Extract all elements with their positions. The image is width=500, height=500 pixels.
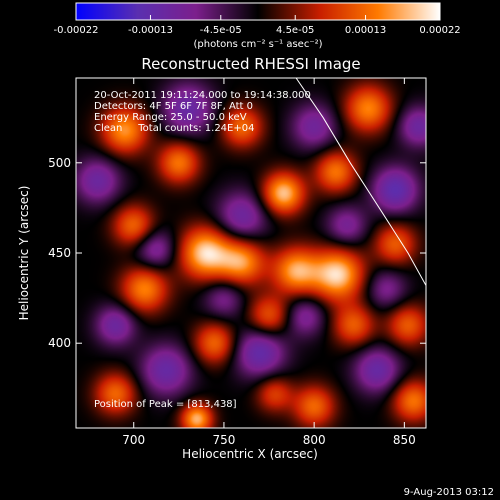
detectors-text: Detectors: 4F 5F 6F 7F 8F, Att 0 xyxy=(94,101,253,112)
colorbar-unit-label: (photons cm⁻² s⁻¹ asec⁻²) xyxy=(193,39,322,50)
plot-area: 700 750 800 850 400 450 500 xyxy=(48,77,427,447)
solar-limb-arc xyxy=(295,78,426,286)
colorbar-tick-label: 0.00013 xyxy=(345,25,386,36)
clean-counts-text: Clean Total counts: 1.24E+04 xyxy=(94,123,254,134)
heatmap-image xyxy=(76,78,426,428)
chart-title: Reconstructed RHESSI Image xyxy=(141,55,360,73)
y-axis-label: Heliocentric Y (arcsec) xyxy=(17,186,31,321)
colorbar-gradient xyxy=(75,2,441,21)
time-range-text: 20-Oct-2011 19:11:24.000 to 19:14:38.000 xyxy=(94,90,311,101)
peak-position-text: Position of Peak = [813,438] xyxy=(94,399,237,410)
observation-info: 20-Oct-2011 19:11:24.000 to 19:14:38.000… xyxy=(94,90,311,410)
colorbar-tick-label: 4.5e-05 xyxy=(276,25,314,36)
y-axis-ticks: 400 450 500 xyxy=(48,156,426,350)
x-tick-label: 750 xyxy=(212,433,235,447)
colorbar-tick-label: -0.00013 xyxy=(128,25,173,36)
generation-timestamp: 9-Aug-2013 03:12 xyxy=(404,487,494,498)
x-axis-ticks: 700 750 800 850 xyxy=(122,78,416,447)
x-tick-label: 800 xyxy=(303,433,326,447)
x-tick-label: 700 xyxy=(122,433,145,447)
colorbar-tick-label: -4.5e-05 xyxy=(200,25,242,36)
x-axis-label: Heliocentric X (arcsec) xyxy=(182,447,318,461)
energy-range-text: Energy Range: 25.0 - 50.0 keV xyxy=(94,112,247,123)
y-tick-label: 400 xyxy=(48,336,71,350)
x-tick-label: 850 xyxy=(393,433,416,447)
colorbar-tick-label: -0.00022 xyxy=(54,25,99,36)
colorbar: -0.00022 -0.00013 -4.5e-05 4.5e-05 0.00013 0.… xyxy=(54,2,461,50)
y-tick-label: 500 xyxy=(48,156,71,170)
colorbar-tick-label: 0.00022 xyxy=(419,25,460,36)
y-tick-label: 450 xyxy=(48,246,71,260)
colorbar-ticks: -0.00022 -0.00013 -4.5e-05 4.5e-05 0.00013 0.… xyxy=(54,15,461,36)
